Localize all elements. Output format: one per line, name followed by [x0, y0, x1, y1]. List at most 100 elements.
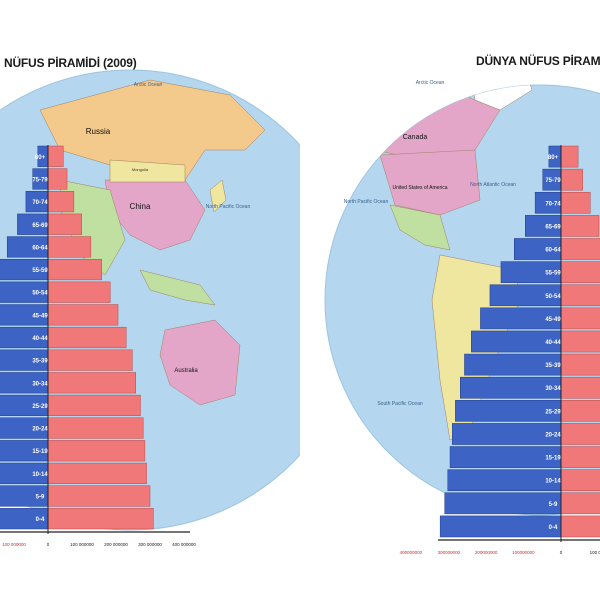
age-label: 55-59: [545, 271, 561, 277]
bar-female-5-9: [560, 492, 600, 515]
bar-female-35-39: [47, 349, 133, 371]
bar-female-40-44: [47, 326, 127, 349]
age-label: 30-34: [545, 386, 561, 392]
bar-female-10-14: [47, 462, 147, 484]
age-label: 55-59: [32, 268, 48, 274]
x-tick-label: 100 0000: [590, 550, 600, 555]
bar-female-70-74: [560, 191, 591, 214]
bar-female-15-19: [560, 446, 600, 468]
x-tick-label: 400000000: [400, 550, 423, 555]
map-label: Russia: [86, 127, 111, 136]
map-label: Australia: [174, 368, 198, 374]
age-label: 45-49: [545, 317, 561, 323]
bar-female-10-14: [560, 469, 600, 492]
age-label: 35-39: [32, 359, 48, 365]
x-tick-label: 100 000000: [70, 542, 94, 547]
bar-female-55-59: [47, 258, 102, 281]
x-tick-label: 300000000: [438, 550, 461, 555]
age-label: 70-74: [545, 201, 561, 207]
bar-female-0-4: [47, 508, 154, 530]
age-label: 0-4: [36, 517, 45, 523]
bar-female-65-69: [47, 213, 82, 235]
map-label: China: [130, 202, 151, 211]
x-tick-label: 200 000000: [104, 542, 128, 547]
age-label: 60-64: [545, 248, 561, 254]
age-label: 10-14: [545, 479, 561, 485]
bar-male-0-4: [439, 515, 562, 538]
bar-female-60-64: [560, 238, 600, 260]
australia-land: [159, 319, 241, 406]
bar-female-80+: [47, 145, 64, 167]
age-label: 35-39: [545, 363, 561, 369]
map-label: Arctic Ocean: [416, 80, 445, 86]
age-label: 25-29: [545, 409, 561, 415]
age-label: 15-19: [545, 456, 561, 462]
map-label: Mongolia: [132, 167, 149, 172]
bar-female-75-79: [560, 168, 583, 191]
bar-female-35-39: [560, 353, 600, 376]
age-label: 75-79: [545, 178, 561, 184]
x-tick-label: 100 000000: [2, 542, 26, 547]
bar-female-60-64: [47, 236, 92, 258]
x-tick-label: 100000000: [512, 550, 535, 555]
age-label: 5-9: [549, 502, 558, 508]
age-label: 45-49: [32, 313, 48, 319]
bar-female-20-24: [47, 417, 144, 439]
mongolia-land: [109, 159, 186, 183]
bar-female-70-74: [47, 191, 75, 213]
bar-female-5-9: [47, 485, 151, 507]
x-tick-label: 200000000: [475, 550, 498, 555]
pyramid-panel-2009: NÜFUS PİRAMİDİ (2009) 0-4 5-9 10-14 15-19 20…: [0, 0, 361, 586]
x-tick-label: 0: [47, 542, 50, 547]
bar-male-10-14: [447, 469, 562, 492]
age-label: 65-69: [32, 223, 48, 229]
age-label: 65-69: [545, 224, 561, 230]
bar-female-80+: [560, 145, 579, 168]
bar-female-55-59: [560, 261, 600, 283]
bar-female-25-29: [560, 400, 600, 422]
age-label: 50-54: [545, 294, 561, 300]
pyramid-chart-2009: 0-4 5-9 10-14 15-19 20-24 25-29 30-34 35-39 40-4…: [0, 69, 361, 547]
indonesia-land: [139, 269, 216, 306]
bar-female-40-44: [560, 330, 600, 353]
age-label: 30-34: [32, 381, 48, 387]
age-label: 40-44: [32, 336, 48, 342]
map-label: Canada: [403, 134, 428, 141]
bar-female-15-19: [47, 440, 146, 462]
map-label: Arctic Ocean: [134, 82, 163, 88]
pyramid-panel-world: DÜNYA NÜFUS PİRAMİDİ 0-4 5-9 10-14 15-19 20-…: [300, 0, 600, 586]
bar-female-30-34: [47, 372, 136, 394]
pyramid-chart-world: 0-4 5-9 10-14 15-19 20-24 25-29 30-34 35-39 40-4…: [324, 80, 600, 555]
mexico-land: [389, 204, 451, 251]
bar-female-65-69: [560, 215, 600, 237]
japan-land: [209, 179, 227, 213]
map-label: United States of America: [392, 185, 447, 191]
russia-land: [39, 79, 266, 181]
age-label: 20-24: [545, 432, 561, 438]
bar-female-20-24: [560, 423, 600, 445]
age-label: 15-19: [32, 449, 48, 455]
bar-female-50-54: [47, 281, 111, 303]
x-tick-label: 400 000000: [172, 542, 196, 547]
age-label: 40-44: [545, 340, 561, 346]
bar-female-50-54: [560, 284, 600, 307]
x-tick-label: 0: [560, 550, 563, 555]
age-label: 70-74: [32, 200, 48, 206]
bar-female-45-49: [560, 307, 600, 330]
map-label: North Atlantic Ocean: [470, 182, 516, 188]
bar-female-0-4: [560, 515, 600, 538]
map-label: North Pacific Ocean: [344, 199, 389, 205]
bar-female-25-29: [47, 394, 141, 417]
age-label: 50-54: [32, 291, 48, 297]
age-label: 80+: [35, 155, 46, 161]
x-tick-label: 300 000000: [138, 542, 162, 547]
age-label: 60-64: [32, 245, 48, 251]
bar-female-30-34: [560, 376, 600, 399]
age-label: 80+: [548, 155, 559, 161]
age-label: 75-79: [32, 177, 48, 183]
age-label: 25-29: [32, 404, 48, 410]
age-label: 10-14: [32, 472, 48, 478]
map-label: South Pacific Ocean: [377, 401, 423, 407]
map-label: North Pacific Ocean: [206, 204, 251, 210]
age-label: 20-24: [32, 427, 48, 433]
